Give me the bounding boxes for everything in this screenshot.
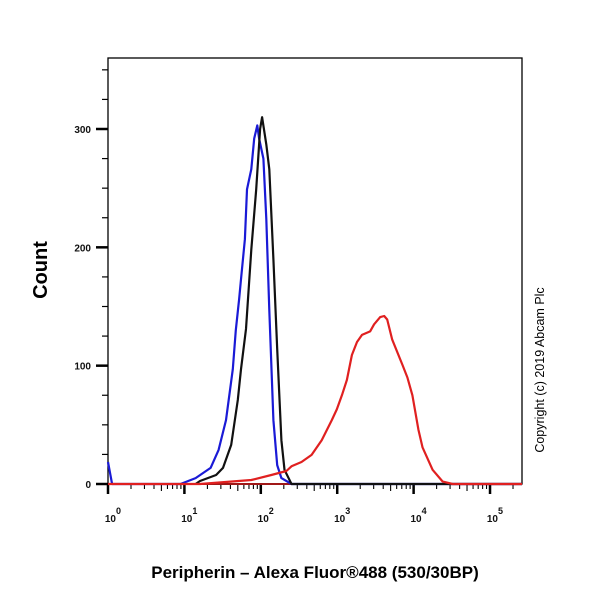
black-histogram-line — [194, 116, 522, 486]
x-tick-label: 103 — [334, 506, 350, 525]
y-tick-label: 100 — [74, 362, 91, 373]
x-tick-label: 100 — [105, 506, 121, 525]
red-histogram-line — [108, 314, 522, 486]
x-tick-label: 104 — [410, 506, 426, 525]
x-tick-label: 101 — [181, 506, 197, 525]
x-axis-label: Peripherin – Alexa Fluor®488 (530/30BP) — [151, 563, 478, 582]
y-tick-label: 200 — [74, 243, 91, 254]
y-tick-label: 0 — [85, 480, 91, 491]
copyright-annotation: Copyright (c) 2019 Abcam Plc — [533, 287, 547, 452]
x-tick-label: 105 — [487, 506, 503, 525]
y-tick-label: 300 — [74, 125, 91, 136]
series-group — [106, 116, 522, 486]
x-tick-label: 102 — [258, 506, 274, 525]
y-axis-label: Count — [30, 241, 52, 299]
plot-frame — [107, 57, 523, 485]
axis-ticks: 0 100 200 300 100 101 102 103 104 105 — [74, 69, 514, 525]
blue-histogram-line — [106, 124, 522, 486]
